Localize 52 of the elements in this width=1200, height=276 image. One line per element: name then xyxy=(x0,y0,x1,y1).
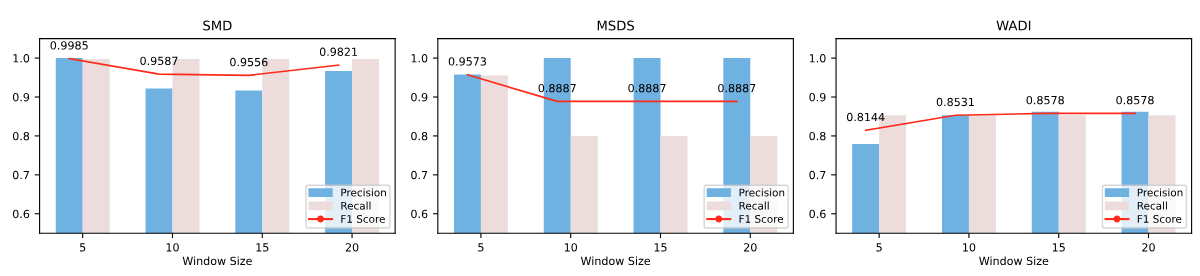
legend-label: Precision xyxy=(739,188,785,197)
y-tick-label: 1.0 xyxy=(13,54,30,63)
data-label: 0.9573 xyxy=(448,57,486,66)
data-label: 0.8578 xyxy=(1116,95,1154,105)
data-label: 0.9821 xyxy=(319,47,357,56)
legend-label: Recall xyxy=(739,201,769,210)
y-tick-label: 0.9 xyxy=(809,92,826,102)
y-tick-label: 0.8 xyxy=(12,131,30,141)
y-tick-label: 0.7 xyxy=(12,170,29,180)
y-tick-label: 0.7 xyxy=(411,170,428,180)
x-axis-title: Window Size xyxy=(580,256,651,266)
legend-label: F1 Score xyxy=(341,214,385,223)
x-tick-label: 15 xyxy=(256,243,269,252)
y-tick-label: 1.0 xyxy=(411,54,428,63)
x-tick-label: 10 xyxy=(166,243,179,252)
x-tick-label: 5 xyxy=(478,243,484,252)
x-tick-label: 20 xyxy=(744,243,757,252)
x-tick-label: 5 xyxy=(876,243,882,252)
line-series xyxy=(68,57,340,77)
data-label: 0.9985 xyxy=(50,41,88,50)
x-axis-title: Window Size xyxy=(979,256,1049,266)
legend-label: Precision xyxy=(1137,188,1183,197)
legend-label: F1 Score xyxy=(1137,214,1182,223)
x-tick-label: 15 xyxy=(654,243,667,252)
y-tick-label: 0.9 xyxy=(12,92,30,102)
x-tick-label: 10 xyxy=(564,243,578,252)
x-tick-label: 20 xyxy=(1142,243,1155,252)
legend-label: Recall xyxy=(341,201,371,210)
chart-title: SMD xyxy=(203,20,232,31)
data-label: 0.9587 xyxy=(140,56,178,66)
data-label: 0.8144 xyxy=(846,112,885,122)
y-tick-label: 0.6 xyxy=(411,209,428,219)
x-tick-label: 15 xyxy=(1052,243,1065,252)
y-tick-label: 1.0 xyxy=(809,54,826,63)
y-tick-label: 0.6 xyxy=(809,209,826,219)
data-label: 0.8531 xyxy=(936,97,974,107)
x-tick-label: 20 xyxy=(345,243,359,252)
x-axis-title: Window Size xyxy=(182,256,252,266)
x-tick-label: 10 xyxy=(963,243,976,252)
y-tick-label: 0.6 xyxy=(12,209,30,219)
y-tick-label: 0.9 xyxy=(411,92,428,102)
data-label: 0.8578 xyxy=(1026,95,1064,105)
chart-title: WADI xyxy=(996,20,1031,31)
y-tick-label: 0.8 xyxy=(809,131,826,141)
x-tick-label: 5 xyxy=(80,243,86,252)
legend-label: Precision xyxy=(341,188,386,197)
y-tick-label: 0.8 xyxy=(411,131,428,141)
data-label: 0.9556 xyxy=(230,57,268,67)
chart-title: MSDS xyxy=(597,20,635,31)
legend-label: Recall xyxy=(1137,201,1167,210)
y-tick-label: 0.7 xyxy=(809,170,826,180)
legend-label: F1 Score xyxy=(739,214,784,223)
